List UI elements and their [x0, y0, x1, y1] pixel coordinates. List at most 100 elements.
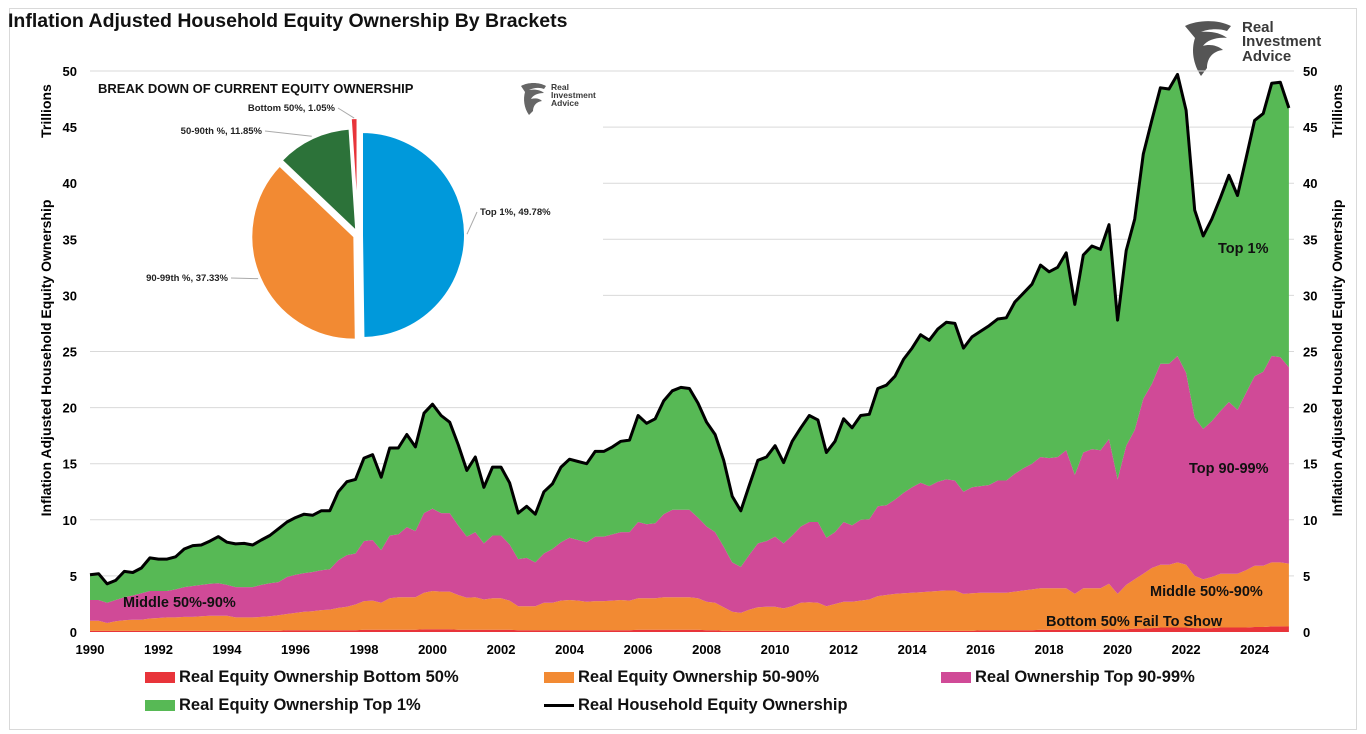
left-y-ticks: 0 5 10 15 20 25 30 35 40 45 50 — [63, 64, 77, 640]
y-tick-label-left: 15 — [63, 457, 77, 472]
area-bottom50 — [90, 626, 1289, 632]
y-tick-label-left: 35 — [63, 232, 77, 247]
y-tick-label-left: 30 — [63, 288, 77, 303]
chart-title: Inflation Adjusted Household Equity Owne… — [8, 10, 568, 32]
y-tick-label-left: 50 — [63, 64, 77, 79]
pie-leader-line — [264, 130, 312, 137]
pie-data-label: Top 1%, 49.78% — [480, 207, 551, 218]
y-tick-label-left: 20 — [63, 401, 77, 416]
y-tick-label-left: 40 — [63, 176, 77, 191]
legend-line-swatch — [544, 704, 574, 707]
logo-text: Real Investment Advice — [1242, 19, 1322, 64]
pie-chart: Top 1%, 49.78% 90-99th %, 37.33% 50-90th %… — [146, 83, 551, 341]
legend-label: Real Household Equity Ownership — [578, 696, 848, 714]
legend-item-bottom50[interactable]: Real Equity Ownership Bottom 50% — [145, 668, 459, 687]
x-tick-label: 1996 — [281, 642, 310, 657]
legend-item-top90-99[interactable]: Real Ownership Top 90-99% — [941, 668, 1195, 687]
logo-line-1: Real — [1242, 19, 1274, 36]
pie-leader-line — [337, 107, 355, 119]
total-equity-line — [89, 72, 1291, 586]
stacked-areas — [90, 74, 1289, 632]
legend-label: Real Equity Ownership Top 1% — [179, 696, 421, 714]
annotation-top1: Top 1% — [1218, 241, 1269, 257]
y-tick-label-right: 40 — [1303, 176, 1317, 191]
y-tick-label-left: 5 — [70, 569, 77, 584]
legend-label: Real Equity Ownership Bottom 50% — [179, 668, 459, 686]
y-tick-label-right: 0 — [1303, 625, 1310, 640]
x-tick-label: 1994 — [213, 642, 243, 657]
pie-leader-line — [466, 211, 478, 235]
x-tick-label: 2024 — [1240, 642, 1270, 657]
inset-logo-line-3: Advice — [551, 98, 579, 109]
area-top90-99 — [90, 356, 1289, 623]
pie-labels: Top 1%, 49.78% 90-99th %, 37.33% 50-90th %… — [146, 103, 551, 284]
y-tick-label-right: 35 — [1303, 232, 1317, 247]
x-tick-label: 2002 — [487, 642, 516, 657]
pie-title: BREAK DOWN OF CURRENT EQUITY OWNERSHIP — [98, 81, 414, 96]
pie-slice-top-1- — [361, 130, 466, 339]
inset-logo-line-1: Real — [551, 82, 569, 92]
x-tick-label: 1990 — [76, 642, 105, 657]
annotation-top90-99: Top 90-99% — [1189, 461, 1269, 477]
y-tick-label-left: 0 — [70, 625, 77, 640]
y-tick-label-right: 45 — [1303, 120, 1317, 135]
pie-slice-90-99th- — [250, 164, 357, 341]
logo-line-2: Investment — [1242, 33, 1322, 51]
annotation-middle-right: Middle 50%-90% — [1150, 584, 1263, 600]
pie-data-label: Bottom 50%, 1.05% — [248, 103, 336, 114]
legend-item-top1[interactable]: Real Equity Ownership Top 1% — [145, 696, 421, 715]
x-tick-label: 2020 — [1103, 642, 1132, 657]
x-tick-label: 1992 — [144, 642, 173, 657]
left-y-unit: Trillions — [38, 84, 54, 138]
x-tick-label: 2014 — [898, 642, 928, 657]
annotation-middle-left: Middle 50%-90% — [123, 595, 236, 611]
y-tick-label-right: 20 — [1303, 401, 1317, 416]
area-top1 — [90, 74, 1289, 603]
pie-data-label: 50-90th %, 11.85% — [181, 126, 263, 137]
pie-slice-50-90th- — [280, 127, 358, 234]
legend-label: Real Equity Ownership 50-90% — [578, 668, 820, 686]
inset-logo-icon — [521, 83, 546, 115]
x-tick-label: 2022 — [1172, 642, 1201, 657]
legend-swatch — [145, 672, 175, 683]
y-tick-label-right: 5 — [1303, 569, 1310, 584]
y-tick-label-right: 30 — [1303, 288, 1317, 303]
x-tick-label: 2012 — [829, 642, 858, 657]
left-y-title: Inflation Adjusted Household Equity Owne… — [38, 200, 54, 517]
legend-swatch — [544, 672, 574, 683]
x-tick-label: 2008 — [692, 642, 721, 657]
total-line-layer — [89, 72, 1291, 586]
inset-logo-text: Real Investment Advice — [551, 82, 596, 109]
y-tick-label-left: 10 — [63, 513, 77, 528]
legend-label: Real Ownership Top 90-99% — [975, 668, 1195, 686]
annotation-bottom: Bottom 50% Fail To Show — [1046, 614, 1223, 630]
y-tick-label-left: 45 — [63, 120, 77, 135]
y-tick-label-right: 15 — [1303, 457, 1317, 472]
legend-swatch — [941, 672, 971, 683]
pie-slice-bottom-50- — [349, 117, 359, 222]
right-y-unit: Trillions — [1329, 84, 1345, 138]
right-y-title: Inflation Adjusted Household Equity Owne… — [1329, 200, 1345, 517]
pie-inset: BREAK DOWN OF CURRENT EQUITY OWNERSHIP T… — [88, 72, 603, 347]
inset-logo-line-2: Investment — [551, 90, 596, 101]
x-tick-label: 2006 — [624, 642, 653, 657]
legend-item-50-90[interactable]: Real Equity Ownership 50-90% — [544, 668, 819, 687]
x-tick-label: 1998 — [350, 642, 379, 657]
y-tick-label-right: 25 — [1303, 345, 1317, 360]
x-tick-label: 2010 — [761, 642, 790, 657]
x-tick-label: 2000 — [418, 642, 447, 657]
area-50-90 — [90, 562, 1289, 631]
pie-leader-line — [230, 277, 259, 280]
legend-swatch — [145, 700, 175, 711]
y-tick-label-right: 10 — [1303, 513, 1317, 528]
y-tick-label-right: 50 — [1303, 64, 1317, 79]
x-tick-label: 2016 — [966, 642, 995, 657]
pie-data-label: 90-99th %, 37.33% — [146, 273, 228, 284]
legend-item-total[interactable]: Real Household Equity Ownership — [544, 696, 848, 715]
chart-frame — [9, 8, 1357, 730]
pie-slices — [250, 117, 466, 341]
x-tick-label: 2004 — [555, 642, 585, 657]
right-y-ticks: 0 5 10 15 20 25 30 35 40 45 50 — [1303, 64, 1317, 640]
y-tick-label-left: 25 — [63, 345, 77, 360]
